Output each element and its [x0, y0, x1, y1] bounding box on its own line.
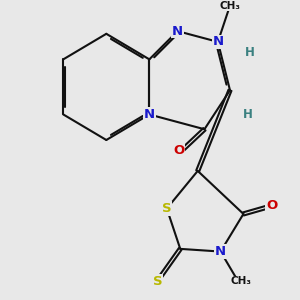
- Text: CH₃: CH₃: [220, 1, 241, 10]
- Text: N: N: [144, 108, 155, 121]
- Text: S: S: [162, 202, 172, 215]
- Text: H: H: [245, 46, 255, 59]
- Text: O: O: [173, 144, 184, 157]
- Text: N: N: [215, 245, 226, 258]
- Text: S: S: [153, 274, 162, 288]
- Text: N: N: [212, 35, 224, 48]
- Text: N: N: [172, 25, 183, 38]
- Text: H: H: [242, 108, 252, 121]
- Text: O: O: [266, 200, 277, 212]
- Text: CH₃: CH₃: [230, 276, 251, 286]
